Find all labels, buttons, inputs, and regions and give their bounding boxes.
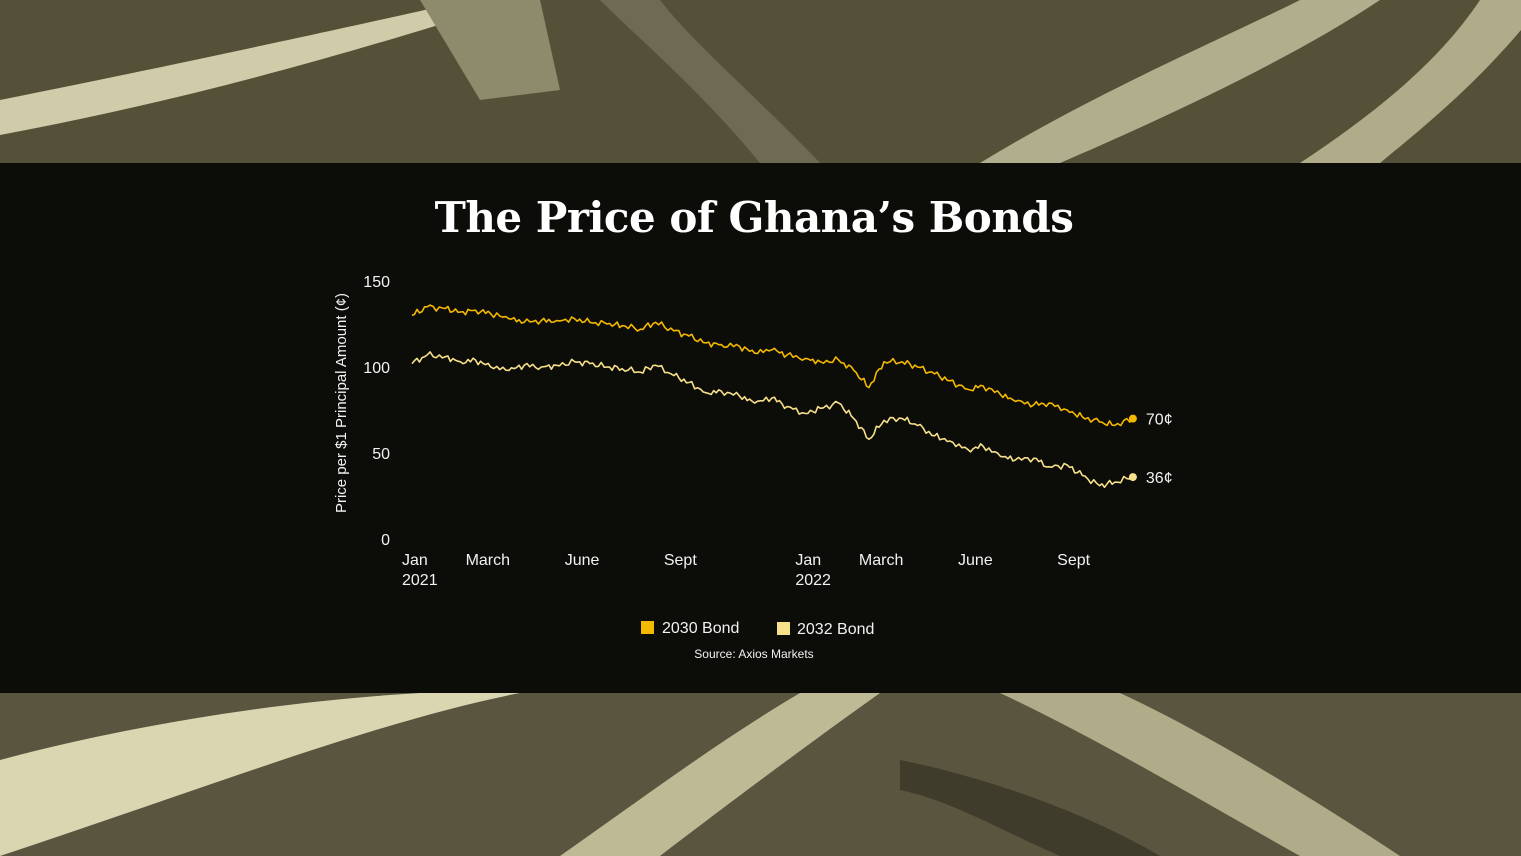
legend-swatch-2030: [641, 621, 654, 634]
y-tick-label: 150: [363, 274, 390, 291]
x-tick-year-label: 2022: [795, 572, 831, 589]
series-end-label: 36¢: [1146, 470, 1173, 487]
series-line-2030: [411, 304, 1134, 427]
y-tick-label: 100: [363, 360, 390, 377]
y-tick-label: 0: [381, 532, 390, 549]
x-tick-label: June: [958, 552, 993, 569]
series-end-point: [1128, 473, 1137, 482]
x-tick-label: March: [859, 552, 903, 569]
legend-label-2032: 2032 Bond: [797, 621, 874, 638]
x-tick-label: Sept: [664, 552, 697, 569]
source-note: Source: Axios Markets: [694, 647, 813, 661]
legend: 2030 Bond 2032 Bond: [641, 620, 874, 638]
y-axis-label: Price per $1 Principal Amount (¢): [333, 293, 350, 513]
legend-label-2030: 2030 Bond: [662, 620, 739, 637]
series-end-point: [1128, 414, 1137, 423]
chart-band: [0, 163, 1521, 693]
x-tick-label: Sept: [1057, 552, 1090, 569]
x-tick-label: Jan: [402, 552, 428, 569]
series-line-2032: [411, 351, 1134, 489]
chart-title: The Price of Ghana’s Bonds: [435, 193, 1074, 242]
x-tick-year-label: 2021: [402, 572, 438, 589]
x-tick-label: March: [466, 552, 510, 569]
end-labels: 70¢ 36¢: [1128, 412, 1173, 487]
x-ticks: Jan 2021 March June Sept Jan 2022 March June Sept: [402, 552, 1091, 589]
y-ticks: 0 50 100 150: [363, 274, 390, 549]
legend-swatch-2032: [777, 622, 790, 635]
x-tick-label: Jan: [795, 552, 821, 569]
series-end-label: 70¢: [1146, 412, 1173, 429]
x-tick-label: June: [565, 552, 600, 569]
series-lines: [411, 304, 1134, 489]
y-tick-label: 50: [372, 446, 390, 463]
